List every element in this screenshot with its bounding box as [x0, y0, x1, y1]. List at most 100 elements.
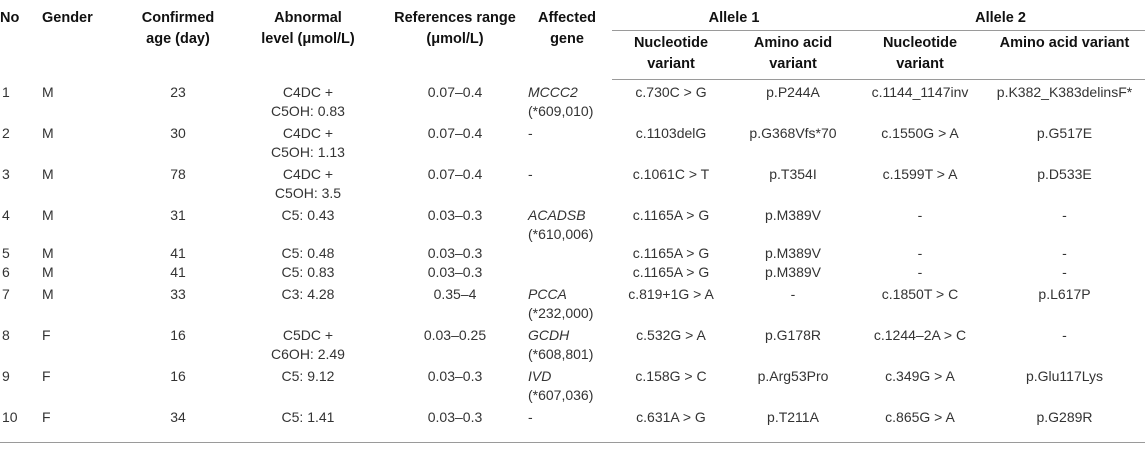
cell-a1-amino-acid: p.Arg53Pro: [757, 367, 829, 384]
cell-a2-nucleotide: c.1144_1147inv: [871, 84, 969, 100]
cell-a2-amino-acid: p.G289R: [984, 404, 1145, 443]
cell-gender: M: [42, 165, 54, 182]
table-row: 4 M 31 C5: 0.43 0.03–0.3 ACADSB (*610,006…: [0, 203, 1145, 244]
cell-level: C4DC + C5OH: 1.13: [271, 124, 345, 160]
header-a2-nucleotide: Nucleotide variant: [856, 30, 984, 80]
table-row: 5 M 41 C5: 0.48 0.03–0.3 c.1165A > G p.M…: [0, 244, 1145, 263]
cell-a1-nucleotide: c.631A > G: [612, 404, 730, 443]
cell-gender: F: [42, 367, 51, 384]
header-a2-amino-acid: Amino acid variant: [984, 30, 1145, 80]
cell-a1-nucleotide: c.1061C > T: [632, 165, 710, 182]
cell-a2-amino-acid: p.L617P: [1038, 285, 1091, 302]
cell-a2-amino-acid: p.D533E: [1037, 165, 1092, 182]
table-row: 1 M 23 C4DC + C5OH: 0.83 0.07–0.4 MCCC2 (…: [0, 80, 1145, 121]
cell-range: 0.35–4: [433, 285, 477, 302]
cell-gender: M: [42, 244, 54, 261]
gene-name: GCDH: [528, 326, 570, 343]
cell-gene: -: [522, 404, 612, 443]
cell-level: C5: 0.43: [281, 206, 335, 223]
cell-gene: IVD (*607,036): [522, 364, 612, 405]
cell-a2-amino-acid: p.K382_K383delinsF*: [996, 84, 1133, 100]
cell-gender: M: [42, 206, 54, 223]
cell-age: 41: [170, 244, 186, 261]
cell-no: 2: [2, 124, 10, 141]
cell-age: 34: [128, 404, 228, 443]
cell-gene: PCCA (*232,000): [522, 282, 612, 323]
table-row: 10 F 34 C5: 1.41 0.03–0.3 - c.631A > G p…: [0, 404, 1145, 443]
cell-gene: [522, 263, 612, 282]
cell-level: C5DC + C6OH: 2.49: [271, 326, 345, 362]
cell-a1-nucleotide: c.1165A > G: [632, 263, 710, 280]
cell-age: 41: [170, 263, 186, 280]
cell-range: 0.03–0.3: [427, 367, 483, 384]
cell-no: 7: [2, 285, 10, 302]
cell-gene: ACADSB (*610,006): [522, 203, 612, 244]
cell-range: 0.07–0.4: [427, 165, 483, 182]
cell-gender: M: [42, 83, 54, 100]
gene-id: (*609,010): [528, 102, 594, 119]
cell-no: 10: [0, 404, 40, 443]
cell-gene: [522, 244, 612, 263]
cell-a2-nucleotide: c.1550G > A: [881, 124, 959, 141]
table-row: 2 M 30 C4DC + C5OH: 1.13 0.07–0.4 - c.11…: [0, 121, 1145, 162]
table-row: 3 M 78 C4DC + C5OH: 3.5 0.07–0.4 - c.106…: [0, 162, 1145, 203]
table-row: 6 M 41 C5: 0.83 0.03–0.3 c.1165A > G p.M…: [0, 263, 1145, 282]
cell-a2-amino-acid: -: [1062, 263, 1067, 280]
cell-gender: M: [42, 263, 54, 280]
cell-a2-amino-acid: -: [1062, 206, 1067, 223]
cell-age: 30: [170, 124, 186, 141]
cell-gender: F: [42, 326, 51, 343]
cell-range: 0.07–0.4: [427, 83, 483, 100]
cell-no: 6: [2, 263, 10, 280]
cell-gene: -: [522, 121, 612, 162]
cell-gene: GCDH (*608,801): [522, 323, 612, 364]
cell-a2-nucleotide: c.349G > A: [885, 367, 955, 384]
cell-no: 3: [2, 165, 10, 182]
cell-a2-amino-acid: -: [1062, 326, 1067, 343]
gene-name: MCCC2: [528, 83, 578, 100]
cell-age: 16: [170, 326, 186, 343]
cell-age: 31: [170, 206, 186, 223]
header-affected-gene: Affected gene: [537, 10, 596, 47]
cell-a2-nucleotide: -: [917, 206, 923, 223]
header-a1-amino-acid: Amino acid variant: [730, 30, 856, 80]
cell-no: 5: [2, 244, 10, 261]
cell-range: 0.03–0.3: [388, 404, 522, 443]
cell-a2-nucleotide: c.1850T > C: [881, 285, 959, 302]
table-row: 9 F 16 C5: 9.12 0.03–0.3 IVD (*607,036) c…: [0, 364, 1145, 405]
header-allele-1: Allele 1: [612, 0, 856, 31]
cell-a1-nucleotide: c.1165A > G: [632, 244, 710, 261]
cell-a1-nucleotide: c.1165A > G: [632, 206, 710, 223]
cell-a2-amino-acid: -: [1062, 244, 1067, 261]
gene-name: -: [528, 124, 533, 141]
cell-range: 0.07–0.4: [427, 124, 483, 141]
cell-no: 4: [2, 206, 10, 223]
gene-name: PCCA: [528, 285, 567, 302]
cell-a2-nucleotide: c.1599T > A: [882, 165, 958, 182]
cell-gender: M: [42, 285, 54, 302]
header-gender: Gender: [42, 10, 93, 26]
cell-a2-amino-acid: p.G517E: [1036, 124, 1093, 141]
cell-level: C4DC + C5OH: 3.5: [274, 165, 342, 201]
gene-id: (*607,036): [528, 386, 594, 403]
cell-a1-amino-acid: -: [790, 285, 796, 302]
header-confirmed-age: Confirmed age (day): [141, 10, 215, 47]
cell-level: C5: 1.41: [228, 404, 388, 443]
cell-age: 16: [170, 367, 186, 384]
table-row: 8 F 16 C5DC + C6OH: 2.49 0.03–0.25 GCDH (…: [0, 323, 1145, 364]
variant-table: No Gender Confirmed age (day) Abnormal l…: [0, 0, 1145, 443]
cell-a1-amino-acid: p.T211A: [730, 404, 856, 443]
cell-a1-nucleotide: c.158G > C: [635, 367, 707, 384]
cell-gene: -: [522, 162, 612, 203]
cell-a1-amino-acid: p.G178R: [764, 326, 822, 343]
cell-age: 78: [170, 165, 186, 182]
cell-a1-nucleotide: c.819+1G > A: [628, 285, 714, 302]
cell-range: 0.03–0.25: [423, 326, 487, 343]
cell-a1-nucleotide: c.1103delG: [635, 124, 707, 141]
table-row: 7 M 33 C3: 4.28 0.35–4 PCCA (*232,000) c.…: [0, 282, 1145, 323]
gene-id: (*610,006): [528, 225, 594, 242]
header-a1-nucleotide: Nucleotide variant: [612, 30, 730, 80]
cell-a2-amino-acid: p.Glu117Lys: [1025, 367, 1104, 384]
cell-gender: F: [40, 404, 128, 443]
cell-range: 0.03–0.3: [427, 244, 483, 261]
